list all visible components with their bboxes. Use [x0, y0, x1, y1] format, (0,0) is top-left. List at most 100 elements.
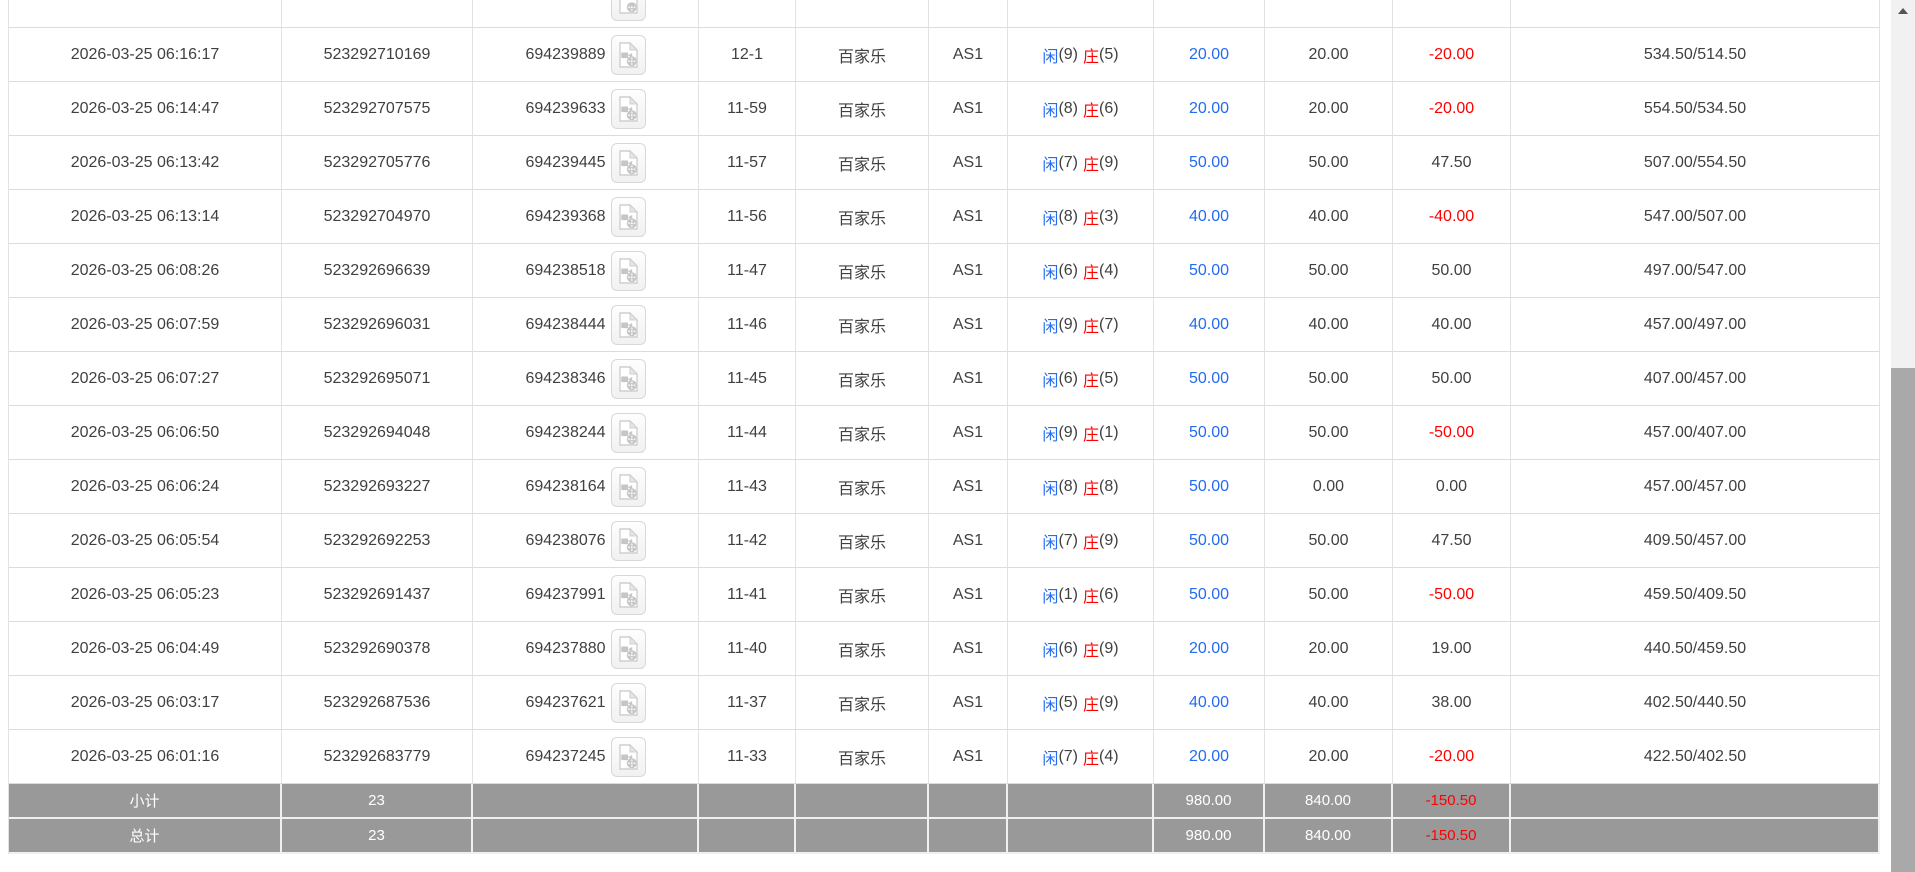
cell-platform: AS1 [929, 190, 1008, 243]
cell-valid-amount: 40.00 [1265, 676, 1393, 729]
banker-label: 庄 [1083, 588, 1100, 606]
win-loss-text: 50.00 [1431, 369, 1472, 387]
bet-time-text: 2026-03-25 06:04:49 [70, 639, 220, 657]
valid-total-text: 840.00 [1305, 827, 1351, 844]
video-replay-button[interactable] [610, 520, 646, 561]
banker-score: (9) [1099, 639, 1119, 657]
video-replay-button[interactable] [610, 466, 646, 507]
bet-id-text: 523292693227 [323, 477, 431, 495]
player-label: 闲 [1042, 372, 1059, 390]
cell-game-name: 百家乐 [796, 622, 929, 675]
summary-empty-cell [929, 819, 1008, 852]
round-id-text: 694237991 [525, 585, 606, 603]
table-row: 2026-03-25 06:05:54 523292692253 6942380… [9, 514, 1880, 568]
video-replay-button[interactable] [610, 574, 646, 615]
cell-table-round: 11-56 [699, 190, 796, 243]
video-replay-button[interactable] [610, 304, 646, 345]
bet-id-text: 523292707575 [323, 99, 431, 117]
player-label: 闲 [1042, 156, 1059, 174]
summary-win-total-cell: -150.50 [1393, 819, 1511, 852]
summary-empty-cell [699, 784, 796, 817]
cell-bet-amount: 40.00 [1154, 298, 1265, 351]
banker-label: 庄 [1083, 534, 1100, 552]
banker-score: (9) [1099, 153, 1119, 171]
summary-bet-total-cell: 980.00 [1154, 784, 1265, 817]
cell-valid-amount: 50.00 [1265, 406, 1393, 459]
cell-bet-id [282, 0, 473, 27]
banker-score: (5) [1099, 45, 1119, 63]
cell-round-id: 694238164 [473, 460, 699, 513]
bet-time-text: 2026-03-25 06:13:42 [70, 153, 220, 171]
video-replay-button[interactable] [610, 88, 646, 129]
game-name-text: 百家乐 [837, 264, 886, 282]
cell-win-loss: 47.50 [1393, 514, 1511, 567]
video-replay-button[interactable] [610, 682, 646, 723]
cell-bet-amount: 20.00 [1154, 28, 1265, 81]
cell-table-round: 11-57 [699, 136, 796, 189]
table-row: 2026-03-25 06:03:17 523292687536 6942376… [9, 676, 1880, 730]
player-score: (7) [1058, 531, 1078, 549]
platform-text: AS1 [952, 207, 984, 225]
banker-score: (8) [1099, 477, 1119, 495]
table-round-text: 12-1 [730, 45, 764, 63]
game-name-text: 百家乐 [837, 318, 886, 336]
video-replay-icon [618, 257, 638, 284]
cell-bet-time: 2026-03-25 06:01:16 [9, 730, 282, 783]
cell-game-result: 闲 (9) 庄 (7) [1008, 298, 1154, 351]
cell-table-round: 11-40 [699, 622, 796, 675]
cell-bet-id: 523292692253 [282, 514, 473, 567]
bet-amount-text: 40.00 [1188, 315, 1230, 333]
cell-valid-amount: 50.00 [1265, 136, 1393, 189]
video-replay-button[interactable] [610, 142, 646, 183]
triangle-up-icon [1898, 8, 1908, 14]
video-replay-button[interactable] [610, 358, 646, 399]
cell-valid-amount: 50.00 [1265, 568, 1393, 621]
player-score: (9) [1058, 423, 1078, 441]
video-replay-icon [618, 689, 638, 716]
table-round-text: 11-33 [727, 747, 767, 765]
summary-empty-cell [1511, 784, 1880, 817]
cell-game-result: 闲 (7) 庄 (9) [1008, 514, 1154, 567]
video-replay-button[interactable] [610, 196, 646, 237]
game-name-text: 百家乐 [837, 156, 886, 174]
cell-balance: 534.50/514.50 [1511, 28, 1880, 81]
banker-label: 庄 [1083, 210, 1100, 228]
cell-bet-amount: 50.00 [1154, 460, 1265, 513]
bet-time-text: 2026-03-25 06:07:27 [70, 369, 220, 387]
game-name-text: 百家乐 [837, 696, 886, 714]
video-replay-button[interactable] [610, 736, 646, 777]
cell-bet-id: 523292695071 [282, 352, 473, 405]
bet-amount-text: 50.00 [1188, 585, 1230, 603]
cell-bet-time: 2026-03-25 06:04:49 [9, 622, 282, 675]
scrollbar-thumb[interactable] [1891, 368, 1915, 872]
player-label: 闲 [1042, 480, 1059, 498]
table-row-partial [9, 0, 1880, 28]
scroll-up-button[interactable] [1891, 0, 1915, 22]
table-round-text: 11-42 [727, 531, 767, 549]
bet-time-text: 2026-03-25 06:03:17 [70, 693, 220, 711]
video-replay-button[interactable] [610, 628, 646, 669]
video-replay-button[interactable] [610, 250, 646, 291]
vertical-scrollbar[interactable] [1891, 0, 1915, 872]
cell-bet-amount: 40.00 [1154, 676, 1265, 729]
cell-game-result: 闲 (5) 庄 (9) [1008, 676, 1154, 729]
bet-amount-text: 50.00 [1188, 531, 1230, 549]
cell-bet-time: 2026-03-25 06:13:42 [9, 136, 282, 189]
video-replay-button[interactable] [611, 0, 646, 21]
table-body: 2026-03-25 06:16:17 523292710169 6942398… [9, 28, 1880, 784]
valid-amount-text: 40.00 [1308, 207, 1349, 225]
valid-amount-text: 40.00 [1308, 315, 1349, 333]
banker-label: 庄 [1083, 642, 1100, 660]
cell-game-name: 百家乐 [796, 190, 929, 243]
game-name-text: 百家乐 [837, 102, 886, 120]
table-row: 2026-03-25 06:13:14 523292704970 6942393… [9, 190, 1880, 244]
cell-game-result: 闲 (6) 庄 (9) [1008, 622, 1154, 675]
summary-count: 23 [368, 827, 385, 844]
cell-balance: 402.50/440.50 [1511, 676, 1880, 729]
video-replay-button[interactable] [610, 412, 646, 453]
platform-text: AS1 [952, 45, 984, 63]
video-replay-button[interactable] [610, 34, 646, 75]
cell-bet-id: 523292687536 [282, 676, 473, 729]
player-score: (8) [1058, 207, 1078, 225]
bet-time-text: 2026-03-25 06:14:47 [70, 99, 220, 117]
